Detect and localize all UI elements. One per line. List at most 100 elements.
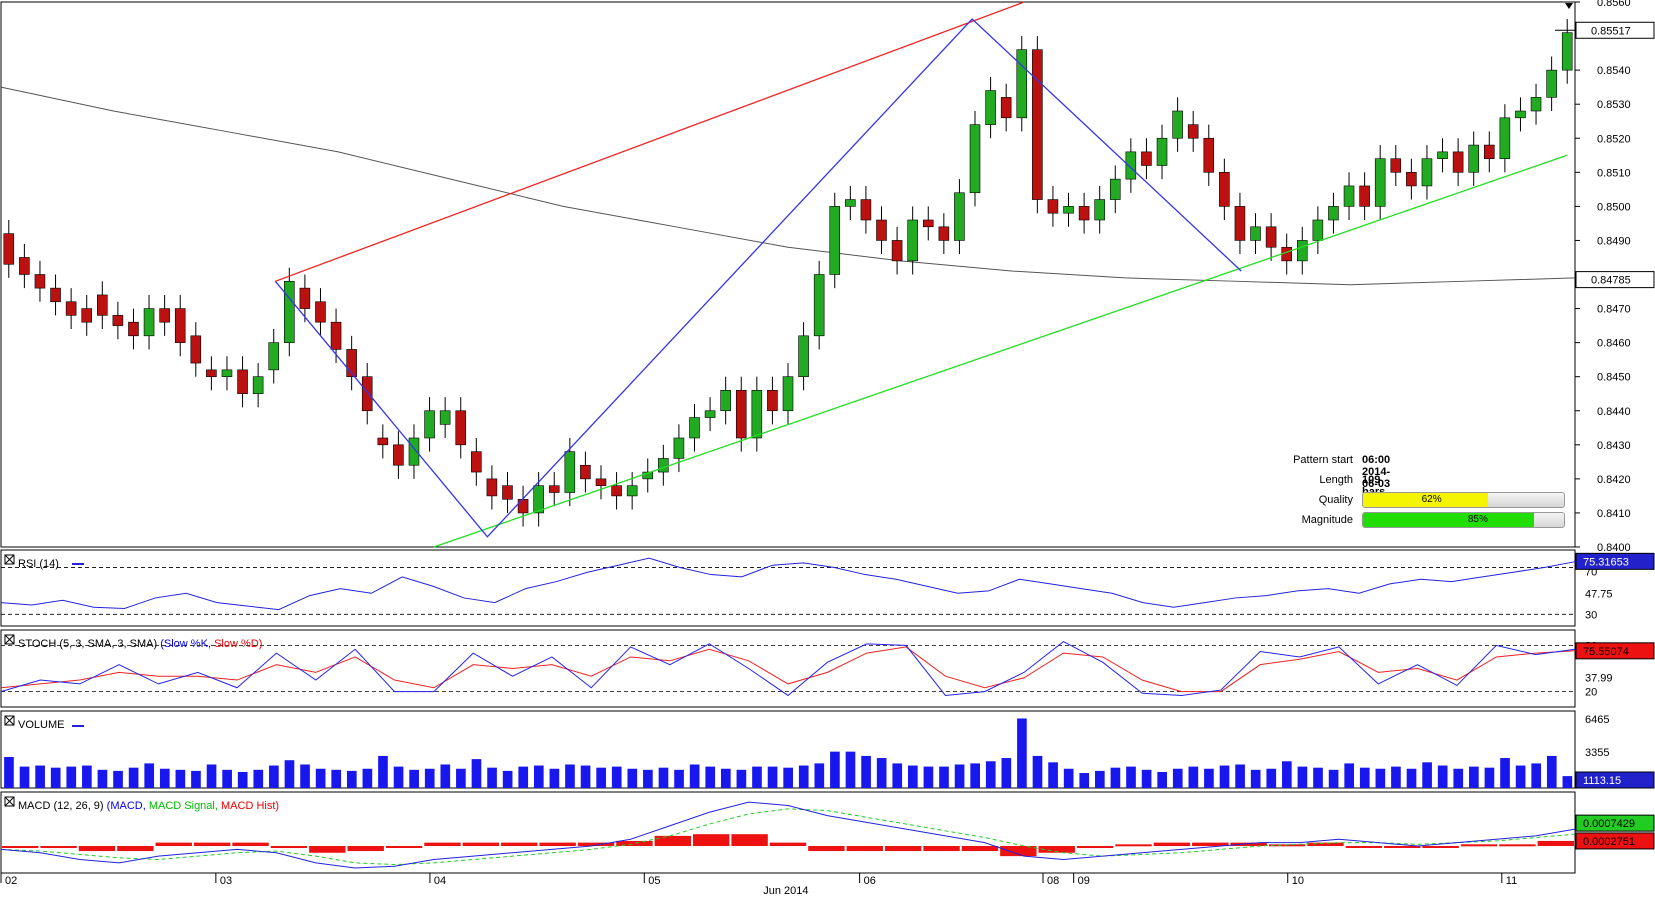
magnitude-bar: 85% bbox=[1362, 512, 1565, 528]
candle bbox=[782, 376, 794, 412]
volume-bar bbox=[1204, 768, 1214, 788]
candle bbox=[1125, 151, 1137, 180]
volume-bar bbox=[1515, 765, 1526, 788]
candle bbox=[954, 192, 965, 241]
volume-bar bbox=[1313, 767, 1323, 788]
candle bbox=[237, 369, 248, 395]
price-tick-label: 0.8460 bbox=[1597, 338, 1631, 350]
macd-hist-bar bbox=[193, 842, 231, 846]
volume-bar bbox=[144, 763, 155, 788]
candle bbox=[845, 199, 856, 207]
volume-bar bbox=[35, 765, 45, 788]
candle bbox=[34, 274, 46, 289]
macd-hist-bar bbox=[961, 846, 999, 852]
price-tick-label: 0.8490 bbox=[1597, 235, 1631, 247]
macd-hist-bar bbox=[1115, 844, 1152, 847]
macd-hist-bar bbox=[78, 846, 116, 852]
candle bbox=[1374, 158, 1386, 207]
volume-bar bbox=[1063, 768, 1074, 788]
macd-last-value: 0.0007429 bbox=[1583, 818, 1635, 830]
volume-bar bbox=[985, 761, 996, 788]
volume-bar bbox=[1126, 766, 1136, 788]
candle bbox=[595, 478, 607, 486]
volume-bar bbox=[1453, 768, 1464, 788]
volume-bar bbox=[705, 766, 716, 788]
price-tick-label: 0.8430 bbox=[1597, 440, 1631, 452]
price-tick-label: 0.8470 bbox=[1597, 304, 1631, 316]
stoch-last-value-box bbox=[1575, 642, 1655, 660]
candle bbox=[1032, 49, 1043, 200]
candle bbox=[1141, 151, 1152, 166]
ma-price-label: 0.84785 bbox=[1591, 275, 1631, 287]
candle bbox=[767, 390, 778, 412]
macd-hist-bar bbox=[462, 842, 500, 846]
price-tick-label: 0.8510 bbox=[1597, 167, 1631, 179]
macd-title-text: MACD (12, 26, 9) bbox=[18, 800, 104, 812]
volume-bar bbox=[1359, 767, 1370, 788]
volume-bar bbox=[378, 755, 388, 788]
candle bbox=[1094, 199, 1105, 221]
candle bbox=[439, 410, 451, 425]
rsi-last-value-box bbox=[1575, 552, 1655, 570]
volume-bar bbox=[1188, 766, 1199, 788]
quality-bar: 62% bbox=[1362, 492, 1565, 508]
candle bbox=[922, 219, 934, 228]
macd-last-value-box bbox=[1575, 814, 1655, 832]
current-bar-marker bbox=[1565, 3, 1573, 9]
candle bbox=[65, 301, 77, 316]
candle bbox=[284, 281, 295, 343]
last-price-label: 0.85517 bbox=[1591, 25, 1631, 37]
candle bbox=[907, 219, 918, 262]
candle bbox=[1499, 117, 1511, 159]
volume-bar bbox=[970, 763, 980, 788]
volume-bar bbox=[346, 770, 357, 788]
stoch-d-label: Slow %D bbox=[214, 638, 259, 650]
quality-bar-fill: 62% bbox=[1363, 493, 1488, 507]
candle bbox=[112, 315, 124, 326]
volume-bar bbox=[1375, 768, 1386, 788]
last-price-box bbox=[1575, 21, 1655, 39]
candle bbox=[829, 206, 841, 275]
candle bbox=[580, 464, 591, 480]
price-tick-label: 0.8400 bbox=[1597, 542, 1631, 554]
candle bbox=[1187, 124, 1199, 139]
candle bbox=[50, 287, 61, 303]
candle bbox=[174, 308, 186, 343]
pattern-zigzag bbox=[274, 18, 1242, 538]
candle bbox=[1000, 97, 1012, 119]
volume-bar bbox=[1048, 762, 1058, 788]
macd-hist-bar bbox=[1192, 842, 1229, 846]
volume-bar bbox=[66, 766, 77, 788]
candle bbox=[689, 417, 700, 439]
volume-bar bbox=[518, 766, 529, 788]
quality-label: Quality bbox=[1318, 494, 1353, 506]
magnitude-bar-fill: 85% bbox=[1363, 513, 1534, 527]
candle bbox=[1109, 178, 1121, 200]
volume-bar bbox=[1469, 766, 1479, 788]
volume-bar bbox=[1157, 771, 1168, 788]
macd-hist-bar bbox=[1153, 842, 1191, 846]
stoch-pane bbox=[0, 629, 1576, 708]
price-tick-label: 0.8410 bbox=[1597, 508, 1631, 520]
candle bbox=[502, 485, 513, 500]
macd-pane-close-icon-x bbox=[4, 796, 15, 807]
macd-signal-label: MACD Signal bbox=[148, 800, 215, 812]
volume-bar bbox=[720, 768, 731, 788]
volume-bar bbox=[253, 769, 264, 788]
volume-bar bbox=[1110, 767, 1121, 788]
volume-bar bbox=[4, 756, 14, 788]
volume-pane-close-icon-x bbox=[4, 715, 15, 726]
volume-bar bbox=[1172, 768, 1183, 788]
volume-bar bbox=[939, 766, 949, 788]
price-tick-label: 0.8500 bbox=[1597, 201, 1631, 213]
stoch-title: STOCH (5, 3, SMA, 3, SMA) (Slow %K, Slow… bbox=[18, 638, 263, 650]
volume-bar bbox=[1484, 767, 1495, 788]
rsi-last-value: 75.31653 bbox=[1583, 556, 1629, 568]
volume-bar bbox=[82, 765, 92, 788]
candle bbox=[1406, 172, 1417, 187]
rsi-axis-label: 47.75 bbox=[1585, 589, 1613, 601]
candle bbox=[1172, 110, 1183, 139]
macd-hist-bar bbox=[1230, 842, 1267, 846]
candle bbox=[221, 369, 233, 377]
macd-hist-bar bbox=[846, 846, 883, 852]
